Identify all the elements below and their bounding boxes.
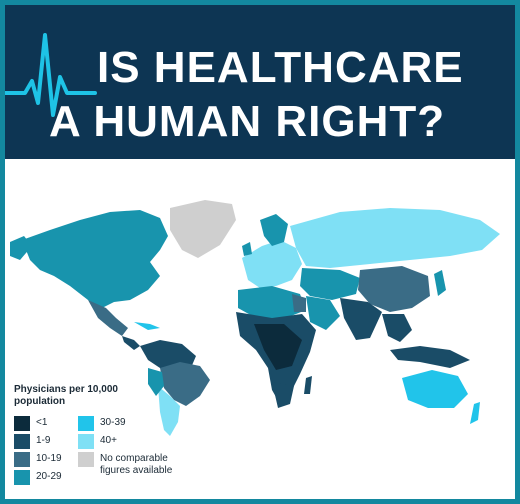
uk-region bbox=[242, 242, 252, 256]
legend-swatch bbox=[78, 434, 94, 449]
north-africa-region bbox=[238, 286, 306, 318]
china-region bbox=[358, 266, 430, 312]
central-america-region bbox=[122, 336, 140, 350]
legend-label: 20-29 bbox=[36, 471, 62, 482]
europe-region bbox=[242, 240, 302, 288]
legend-item-no-data: No comparable figures available bbox=[78, 452, 184, 477]
southern-cone-region bbox=[158, 386, 180, 436]
legend-item-lt1: <1 bbox=[14, 416, 120, 431]
header-banner: IS HEALTHCARE A HUMAN RIGHT? bbox=[5, 5, 515, 163]
central-asia-region bbox=[300, 268, 360, 300]
heartbeat-line-icon bbox=[5, 33, 97, 117]
central-africa-region bbox=[254, 324, 302, 370]
legend-item-40-plus: 40+ bbox=[78, 434, 184, 449]
southern-africa-region bbox=[272, 382, 294, 408]
legend-swatch bbox=[14, 416, 30, 431]
legend-label: No comparable figures available bbox=[100, 453, 173, 476]
caribbean-region bbox=[134, 322, 160, 330]
legend-label: 30-39 bbox=[100, 417, 126, 428]
legend-item-10-19: 10-19 bbox=[14, 452, 120, 467]
legend-label: <1 bbox=[36, 417, 48, 428]
legend-swatch bbox=[14, 434, 30, 449]
title-line-2: A HUMAN RIGHT? bbox=[49, 97, 446, 146]
world-map bbox=[10, 190, 510, 440]
legend-title: Physicians per 10,000 population bbox=[14, 384, 118, 407]
greenland-region bbox=[170, 200, 236, 258]
legend-label: 40+ bbox=[100, 435, 117, 446]
madagascar-region bbox=[304, 376, 312, 394]
indonesia-region bbox=[390, 346, 470, 368]
legend-label: 10-19 bbox=[36, 453, 62, 464]
australia-region bbox=[402, 370, 468, 408]
map-legend: Physicians per 10,000 population <1 1-9 … bbox=[14, 384, 234, 494]
andes-region bbox=[148, 368, 164, 396]
legend-item-20-29: 20-29 bbox=[14, 470, 120, 485]
arabia-region bbox=[306, 296, 340, 330]
mexico-region bbox=[88, 300, 128, 336]
legend-label: 1-9 bbox=[36, 435, 51, 446]
title-line-1: IS HEALTHCARE bbox=[97, 43, 464, 92]
legend-swatch bbox=[14, 470, 30, 485]
legend-item-30-39: 30-39 bbox=[78, 416, 184, 431]
legend-swatch bbox=[78, 452, 94, 467]
header-divider bbox=[5, 159, 515, 163]
egypt-region bbox=[292, 294, 306, 312]
russia-region bbox=[290, 208, 500, 268]
brazil-region bbox=[160, 362, 210, 406]
legend-swatch bbox=[14, 452, 30, 467]
legend-swatch bbox=[78, 416, 94, 431]
world-map-svg bbox=[10, 200, 500, 436]
southeast-asia-region bbox=[382, 314, 412, 342]
legend-item-1-9: 1-9 bbox=[14, 434, 120, 449]
new-zealand-region bbox=[470, 402, 480, 424]
scandinavia-region bbox=[260, 214, 288, 246]
alaska-region bbox=[10, 236, 32, 260]
north-america-region bbox=[22, 210, 168, 308]
south-asia-region bbox=[340, 298, 382, 340]
japan-region bbox=[434, 270, 446, 296]
